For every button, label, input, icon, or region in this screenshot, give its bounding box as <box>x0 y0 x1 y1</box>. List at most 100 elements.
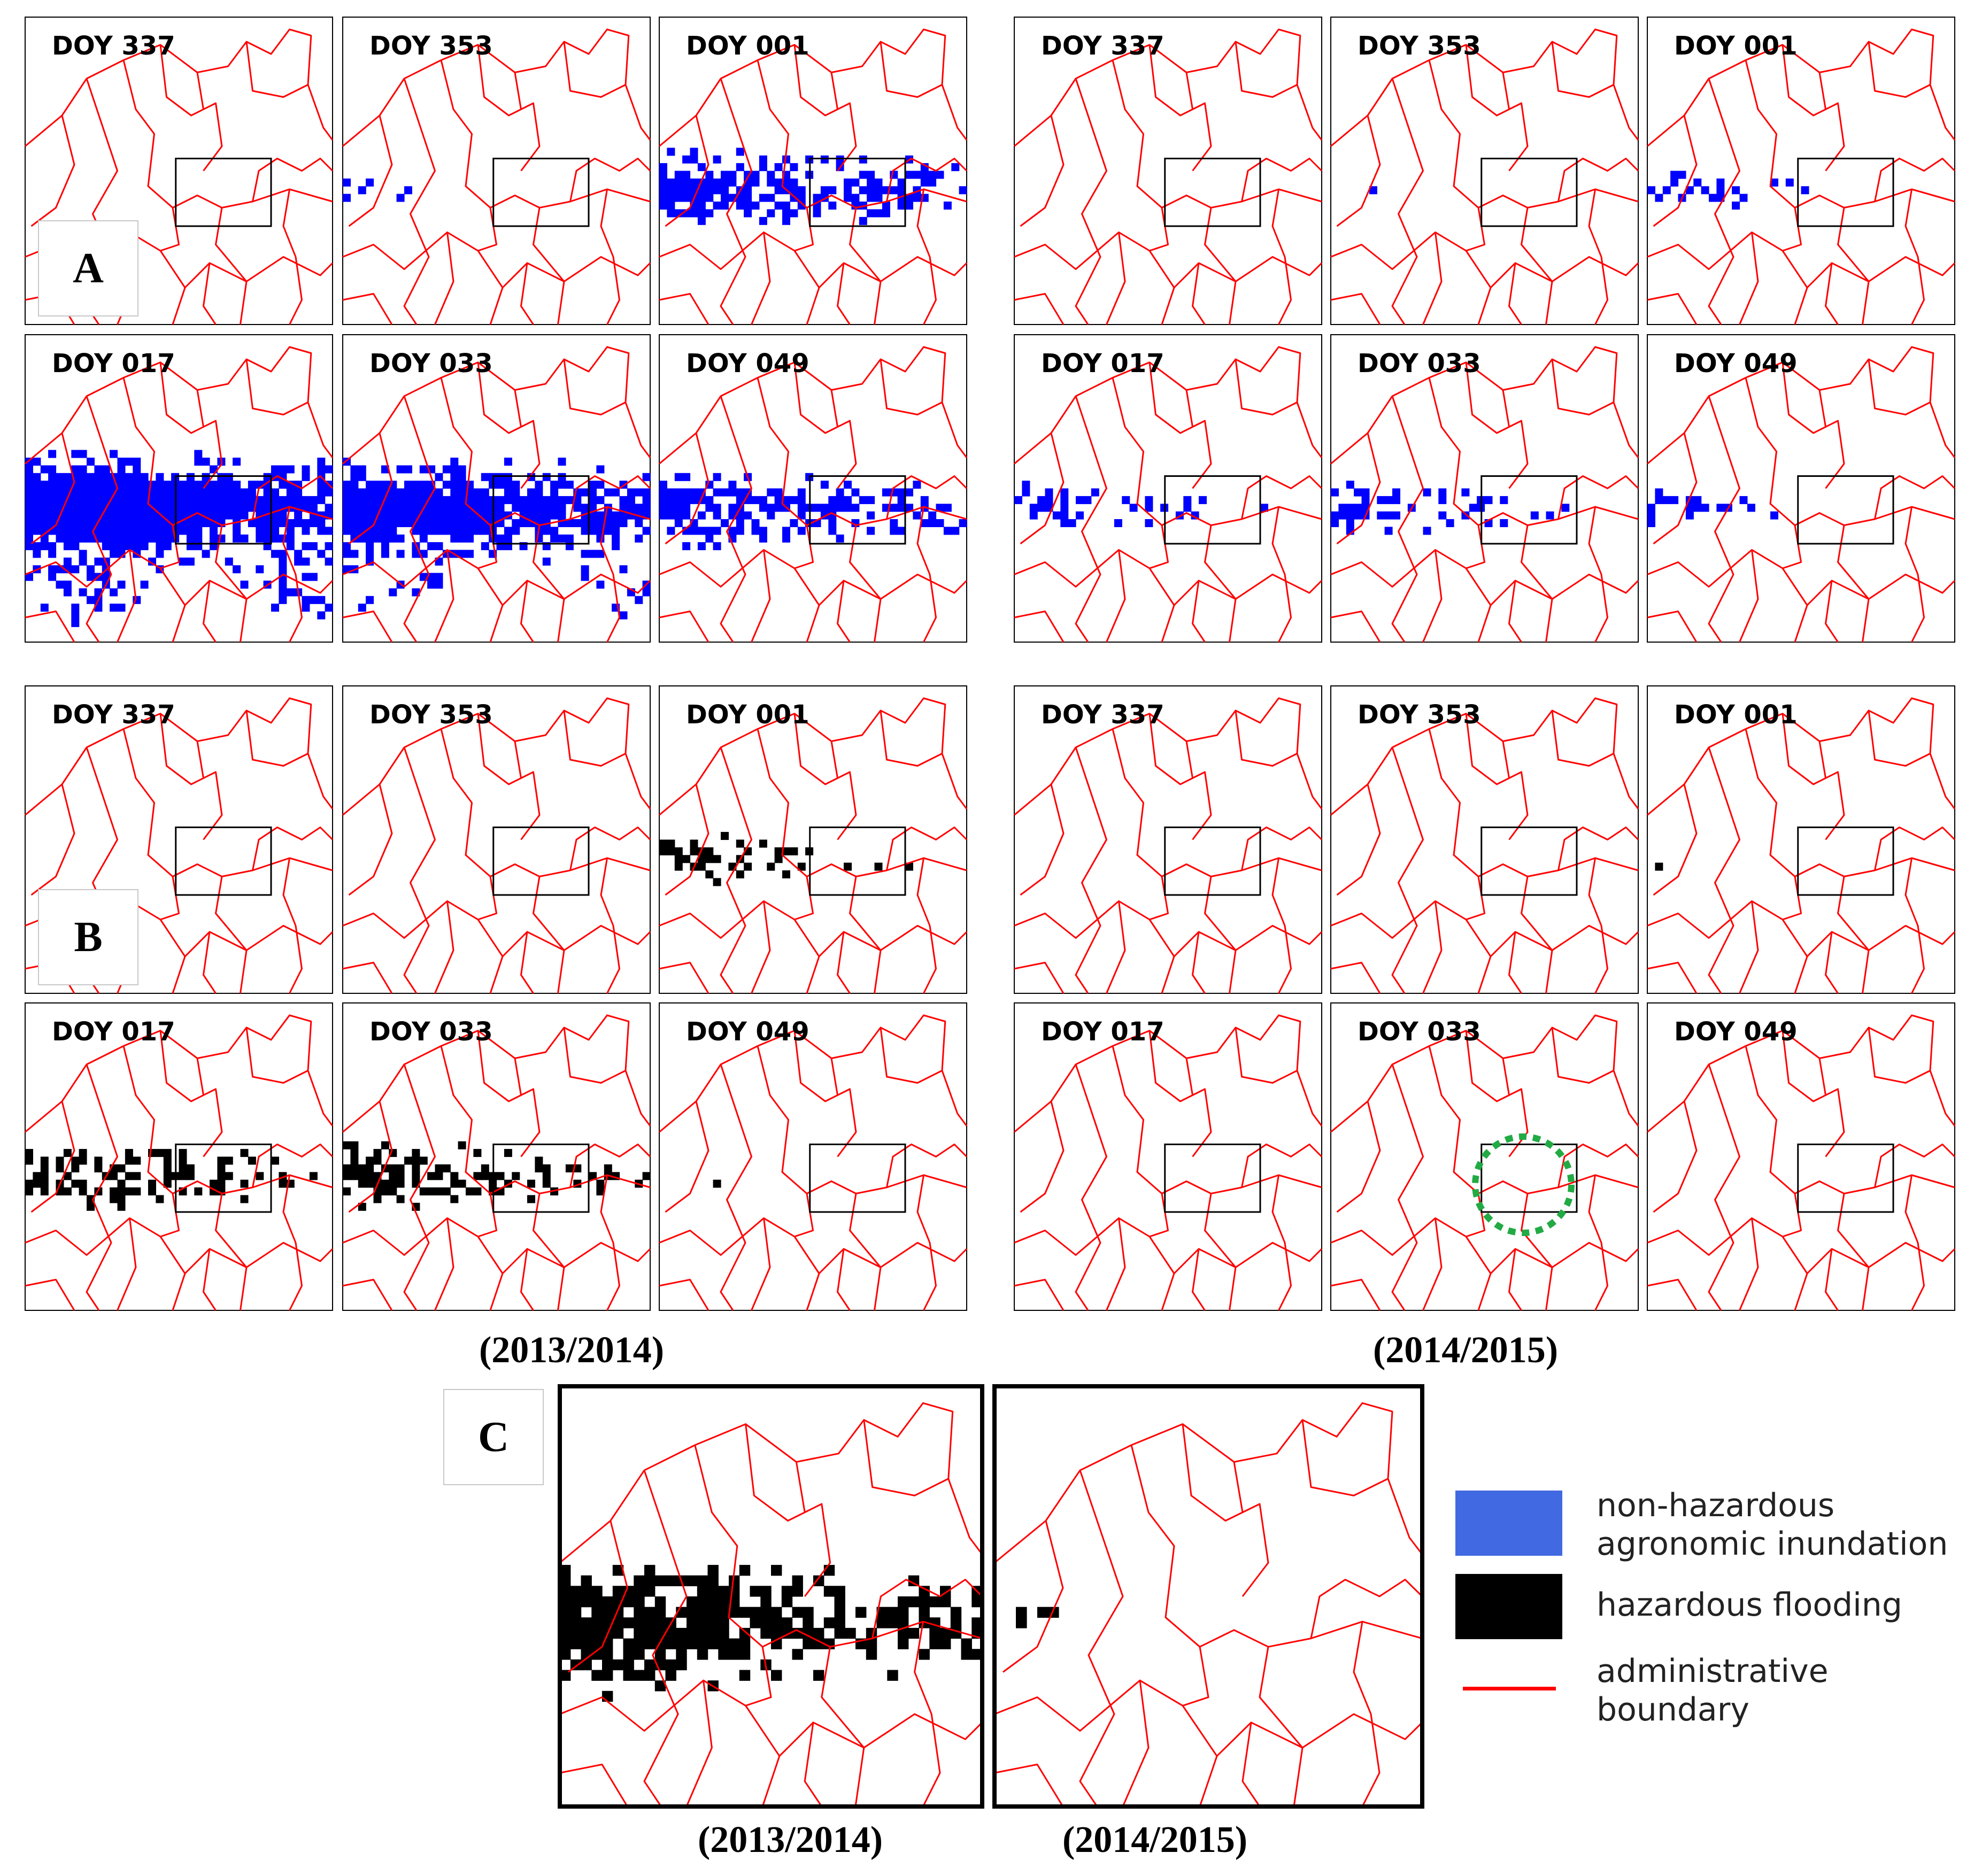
flood-cell <box>1338 504 1347 512</box>
flood-cell <box>309 496 318 504</box>
flood-cell <box>117 527 126 535</box>
flood-cell <box>813 1670 824 1681</box>
flood-cell <box>504 496 512 504</box>
admin-boundary-0 <box>1014 28 1323 147</box>
flood-cell <box>404 496 412 504</box>
flood-cell <box>897 186 906 195</box>
flood-cell <box>87 473 95 481</box>
flood-cell <box>48 496 57 504</box>
flood-cell <box>589 496 597 504</box>
flood-cell <box>381 527 389 535</box>
flood-cell <box>898 1638 909 1649</box>
flood-cell <box>202 550 210 558</box>
flood-cell <box>271 488 279 497</box>
flood-cell <box>194 504 203 512</box>
flood-cell <box>542 496 551 504</box>
flood-cell <box>813 1575 824 1586</box>
panel-b_2013-4: DOY 033 <box>342 1002 651 1311</box>
admin-boundary-14 <box>342 611 393 643</box>
flood-cell <box>48 565 57 574</box>
flood-cell <box>898 1627 909 1639</box>
flood-cell <box>48 465 57 474</box>
study-area-box <box>175 158 272 227</box>
flood-cell <box>667 202 675 210</box>
flood-cell <box>781 1586 793 1597</box>
admin-boundary-8 <box>1782 876 1802 921</box>
flood-cell <box>705 178 714 187</box>
flood-cell <box>1338 511 1347 520</box>
flood-cell <box>774 496 783 504</box>
flood-cell <box>56 1164 64 1172</box>
flood-cell <box>667 511 675 520</box>
flood-cell <box>570 1607 582 1618</box>
flood-cell <box>929 1627 940 1639</box>
admin-boundary-15 <box>569 1144 651 1188</box>
flood-cell <box>210 481 218 489</box>
panel-a_2013-5: DOY 049 <box>659 334 968 643</box>
panel-b_2015-1: DOY 353 <box>1330 685 1639 994</box>
admin-boundary-13 <box>804 1722 823 1807</box>
flood-cell <box>1701 186 1709 195</box>
flood-cell <box>156 519 164 527</box>
flood-cell <box>667 496 675 504</box>
study-area-box <box>492 475 590 545</box>
flood-cell <box>527 473 535 481</box>
flood-cell <box>427 511 436 520</box>
flood-cell <box>366 1164 374 1172</box>
panel-a_2013-4: DOY 033 <box>342 334 651 643</box>
flood-cell <box>654 1680 666 1692</box>
admin-boundary-5 <box>196 390 204 427</box>
flood-cell <box>874 186 883 195</box>
flood-cell <box>481 473 489 481</box>
admin-boundary-10 <box>916 189 937 325</box>
admin-boundary-5 <box>1185 1058 1193 1095</box>
admin-boundary-11 <box>1422 550 1443 643</box>
flood-cell <box>627 504 635 512</box>
admin-boundary-14 <box>659 1279 710 1311</box>
flood-cell <box>94 473 103 481</box>
flood-cell <box>687 1638 698 1649</box>
admin-boundary-5 <box>1502 390 1510 427</box>
flood-cell <box>389 496 397 504</box>
flood-cell <box>1739 194 1748 202</box>
flood-cell <box>634 1670 645 1681</box>
flood-cell <box>248 496 256 504</box>
admin-boundary-6 <box>880 710 943 767</box>
admin-boundary-6 <box>1551 41 1614 98</box>
flood-cell <box>381 504 389 512</box>
admin-boundary-14 <box>1647 293 1698 325</box>
flood-cell <box>358 511 366 520</box>
admin-boundary-6 <box>1551 359 1614 415</box>
flood-cell <box>1091 488 1099 497</box>
flood-cell <box>179 1149 187 1157</box>
flood-cell <box>343 481 351 489</box>
flood-cell <box>79 473 87 481</box>
flood-cell <box>286 527 295 535</box>
admin-boundary-11 <box>117 550 137 643</box>
flood-cell <box>844 862 852 871</box>
flood-cell <box>140 473 149 481</box>
large-map-frame <box>558 1384 984 1809</box>
flood-cell <box>659 194 667 202</box>
flood-cell <box>56 496 64 504</box>
admin-boundary-15 <box>886 827 968 871</box>
flood-cell <box>674 847 683 855</box>
admin-boundary-14 <box>994 1763 1064 1807</box>
admin-boundary-3 <box>1708 747 1740 994</box>
flood-cell <box>644 1638 656 1649</box>
admin-boundary-0 <box>659 28 968 147</box>
flood-cell <box>527 488 535 497</box>
flood-cell <box>642 1172 651 1180</box>
flood-cell <box>133 504 141 512</box>
flood-cell <box>271 1156 279 1165</box>
flood-cell <box>589 504 597 512</box>
flood-cell <box>589 1172 597 1180</box>
flood-cell <box>79 511 87 520</box>
doy-label: DOY 001 <box>686 700 809 730</box>
flood-cell <box>803 1627 814 1639</box>
flood-cell <box>1045 488 1053 497</box>
flood-cell <box>627 488 635 497</box>
flood-cell <box>343 178 351 187</box>
admin-boundary-12 <box>1477 1273 1492 1311</box>
